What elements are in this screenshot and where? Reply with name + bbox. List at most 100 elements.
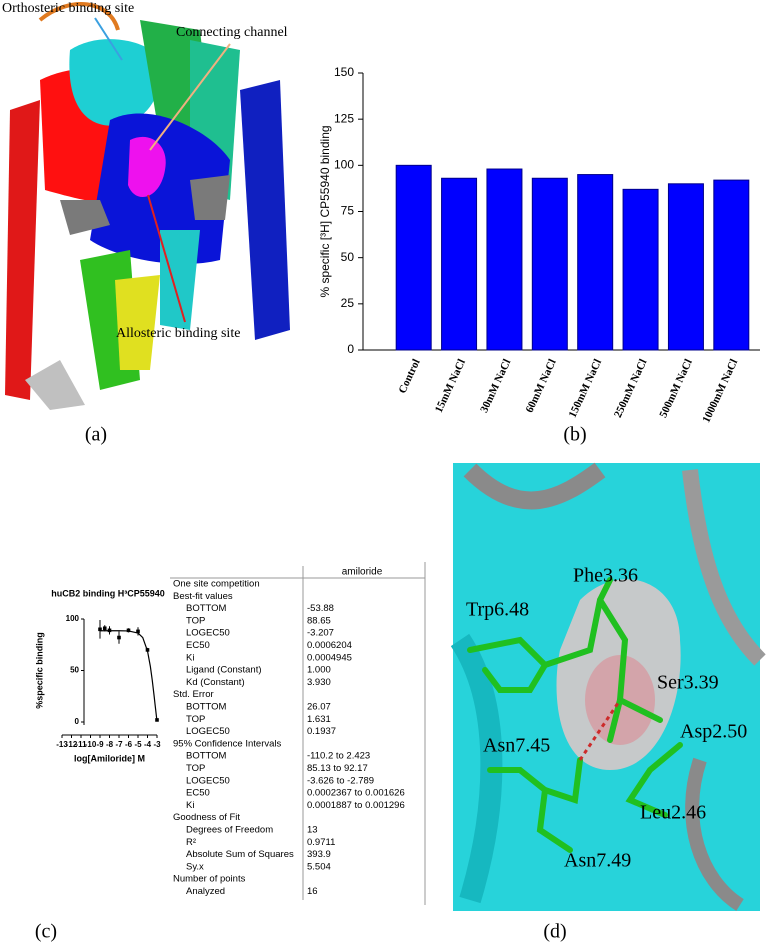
table-key: Ki: [186, 800, 194, 811]
table-section: Number of points: [173, 874, 246, 885]
table-key: Degrees of Freedom: [186, 825, 273, 836]
table-key: Absolute Sum of Squares: [186, 849, 294, 860]
residue-label: Ser3.39: [657, 672, 719, 694]
x-tick-label: 250mM NaCl: [612, 357, 650, 419]
table-value: 26.07: [307, 702, 331, 713]
table-key: Ki: [186, 652, 194, 663]
x-tick-label: 1000mM NaCl: [700, 357, 740, 424]
table-section: Best-fit values: [173, 591, 233, 602]
x-tick-label: -3: [153, 740, 161, 749]
bar: [622, 188, 659, 351]
y-tick-label: 0: [347, 342, 354, 356]
data-point: [117, 635, 121, 640]
x-axis-label: log[Amiloride] M: [74, 753, 145, 763]
bar: [577, 174, 614, 351]
y-axis-label: % specific [³H] CP55940 binding: [318, 125, 332, 297]
table-key: EC50: [186, 640, 210, 651]
y-tick-label: 100: [66, 614, 80, 623]
table-value: -3.207: [307, 628, 334, 639]
table-value: -110.2 to 2.423: [307, 751, 370, 762]
x-tick-label: -8: [106, 740, 114, 749]
table-value: 13: [307, 825, 318, 836]
y-tick-label: 150: [334, 65, 354, 79]
fit-curve: [100, 630, 158, 722]
table-key: TOP: [186, 714, 205, 725]
residue-label: Trp6.48: [466, 599, 529, 621]
panel-caption: (d): [543, 921, 566, 943]
annotation: Orthosteric binding site: [2, 1, 134, 16]
table-key: Ligand (Constant): [186, 665, 262, 676]
table-key: EC50: [186, 788, 210, 799]
x-tick-label: 500mM NaCl: [657, 357, 695, 419]
table-section: Std. Error: [173, 689, 214, 700]
residue-label: Asn7.45: [483, 735, 550, 757]
protein-render-a: [5, 2, 290, 410]
residue-label: Asp2.50: [680, 721, 747, 743]
table-value: -3.626 to -2.789: [307, 775, 374, 786]
x-tick-label: 150mM NaCl: [567, 357, 605, 419]
annotation: Connecting channel: [176, 25, 288, 40]
bar: [531, 177, 568, 351]
table-section: One site competition: [173, 579, 260, 590]
bar: [395, 164, 432, 351]
table-key: BOTTOM: [186, 702, 227, 713]
table-value: -53.88: [307, 603, 334, 614]
table-key: Kd (Constant): [186, 677, 245, 688]
table-value: 0.0004945: [307, 652, 352, 663]
panel-caption: (b): [563, 424, 586, 446]
table-value: 0.0002367 to 0.001626: [307, 788, 405, 799]
x-tick-label: -12: [66, 740, 78, 749]
y-tick-label: 50: [341, 250, 355, 264]
table-section: 95% Confidence Intervals: [173, 738, 282, 749]
panel-caption: (a): [85, 424, 107, 446]
table-value: 1.000: [307, 665, 331, 676]
table-key: TOP: [186, 615, 205, 626]
table-value: 85.13 to 92.17: [307, 763, 368, 774]
y-tick-label: 0: [75, 717, 80, 726]
data-point: [98, 627, 102, 632]
table-value: 0.9711: [307, 837, 335, 848]
table-value: 88.65: [307, 615, 331, 626]
table-key: BOTTOM: [186, 751, 227, 762]
table-value: 393.9: [307, 849, 331, 860]
residue-label: Phe3.36: [573, 565, 638, 587]
x-tick-label: 30mM NaCl: [478, 357, 513, 414]
x-tick-label: -7: [115, 740, 123, 749]
table-key: LOGEC50: [186, 726, 230, 737]
table-value: 0.0006204: [307, 640, 352, 651]
bar: [667, 183, 704, 351]
x-tick-label: -10: [85, 740, 97, 749]
table-value: 16: [307, 886, 318, 897]
protein-render-d: [450, 462, 766, 911]
table-value: 1.631: [307, 714, 331, 725]
data-point: [102, 626, 107, 631]
table-key: R²: [186, 837, 196, 848]
residue-label: Leu2.46: [640, 802, 706, 824]
x-tick-label: -5: [134, 740, 142, 749]
table-key: LOGEC50: [186, 628, 230, 639]
bar: [441, 177, 478, 351]
table-value: 3.930: [307, 677, 331, 688]
x-tick-label: -13: [56, 740, 68, 749]
x-tick-label: -11: [75, 740, 87, 749]
table-value: 5.504: [307, 861, 331, 872]
x-tick-label: 15mM NaCl: [433, 357, 468, 414]
table-key: BOTTOM: [186, 603, 227, 614]
y-tick-label: 75: [341, 204, 355, 218]
table-key: LOGEC50: [186, 775, 230, 786]
x-tick-label: 60mM NaCl: [524, 357, 559, 414]
bar: [486, 168, 523, 351]
table-section: Goodness of Fit: [173, 812, 240, 823]
data-point: [126, 628, 131, 633]
residue-label: Asn7.49: [564, 850, 631, 872]
table-value: 0.0001887 to 0.001296: [307, 800, 405, 811]
chart-title: huCB2 binding H³CP55940: [51, 588, 165, 598]
data-point: [136, 629, 140, 634]
x-tick-label: -9: [96, 740, 104, 749]
table-value: 0.1937: [307, 726, 336, 737]
panel-caption: (c): [35, 921, 57, 943]
table-header: amiloride: [342, 567, 383, 578]
x-tick-label: Control: [396, 357, 422, 395]
table-key: Analyzed: [186, 886, 225, 897]
bar: [713, 179, 750, 351]
